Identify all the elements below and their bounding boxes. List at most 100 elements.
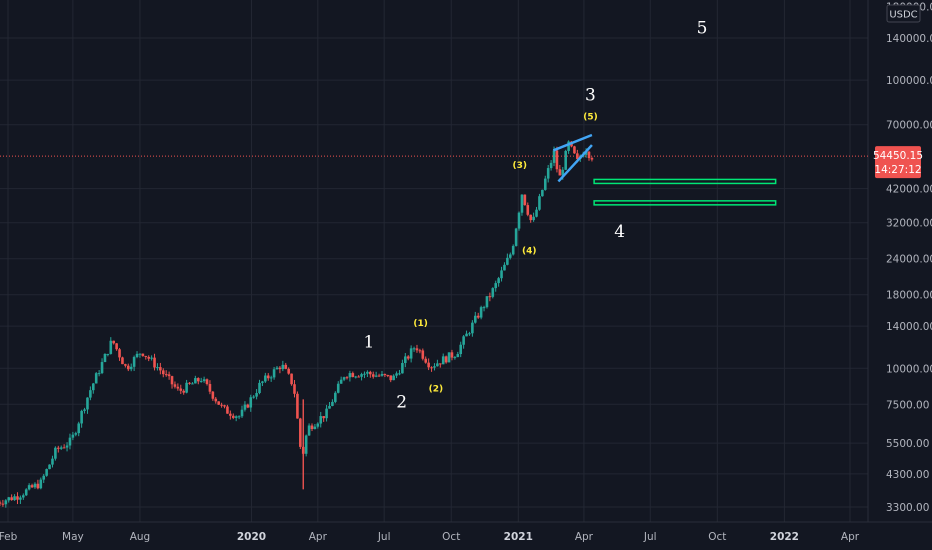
candle-up — [520, 194, 524, 213]
candle-up — [313, 426, 317, 430]
candle-up — [473, 315, 477, 323]
y-tick-label: 3300.00 — [886, 502, 929, 514]
wave-label: 5 — [697, 19, 708, 39]
wave-label: 4 — [614, 222, 625, 242]
candle-down — [389, 375, 393, 381]
candle-up — [264, 375, 267, 382]
candle-up — [237, 416, 241, 418]
candle-down — [418, 350, 422, 352]
candle-up — [89, 390, 92, 398]
candle-up — [535, 209, 538, 217]
x-tick-label: Apr — [309, 531, 328, 543]
y-tick-label: 7500.00 — [886, 399, 929, 411]
candle-up — [366, 371, 369, 374]
candle-up — [441, 356, 445, 365]
candle-up — [129, 366, 133, 370]
candle-up — [456, 354, 460, 358]
candle-up — [243, 404, 247, 410]
candle-down — [231, 415, 235, 418]
candle-down — [590, 158, 594, 160]
y-tick-label: 100000.00 — [886, 75, 932, 87]
candle-down — [223, 405, 226, 407]
candle-up — [109, 340, 113, 354]
candle-up — [319, 416, 323, 424]
candle-up — [453, 357, 457, 359]
price-axis[interactable]: 180000.00140000.00100000.0070000.0042000… — [873, 2, 932, 514]
candle-up — [401, 363, 404, 374]
candle-up — [150, 357, 153, 359]
x-tick-label: 2021 — [504, 531, 533, 543]
y-tick-label: 32000.00 — [886, 218, 932, 230]
candle-up — [549, 162, 553, 169]
candle-down — [529, 214, 532, 221]
candle-down — [10, 497, 13, 501]
candle-down — [62, 447, 66, 449]
candle-up — [202, 379, 206, 382]
wave-label: (4) — [522, 247, 537, 257]
candle-down — [290, 373, 293, 385]
candle-down — [278, 367, 282, 370]
candle-up — [24, 489, 28, 496]
candle-up — [395, 373, 398, 376]
candle-up — [103, 353, 107, 363]
candle-up — [19, 497, 22, 500]
candle-up — [471, 322, 474, 334]
x-tick-label: Oct — [708, 531, 726, 543]
candle-up — [261, 381, 264, 383]
x-tick-label: 2020 — [237, 531, 266, 543]
target-zone — [593, 178, 777, 185]
candle-down — [415, 348, 419, 351]
candle-up — [479, 307, 483, 318]
candle-up — [334, 392, 337, 402]
candle-up — [380, 373, 384, 376]
y-tick-label: 24000.00 — [886, 254, 932, 266]
candle-down — [179, 388, 183, 391]
candle-down — [211, 391, 215, 399]
candle-down — [427, 362, 430, 368]
currency-badge: USDC — [886, 4, 921, 23]
candle-down — [284, 364, 288, 369]
candle-down — [576, 153, 579, 159]
x-tick-label: 2022 — [770, 531, 799, 543]
candle-down — [526, 205, 530, 215]
candle-down — [1, 503, 5, 505]
candle-up — [561, 169, 565, 176]
y-tick-label: 5500.00 — [886, 438, 929, 450]
candle-down — [159, 367, 162, 371]
candle-down — [214, 398, 218, 402]
candle-up — [500, 270, 503, 279]
candle-down — [144, 355, 148, 357]
candle-up — [191, 383, 194, 385]
candle-up — [404, 356, 407, 364]
candle-up — [392, 375, 395, 381]
candle-up — [51, 458, 54, 465]
last-price-value: 54450.15 — [873, 150, 923, 162]
y-tick-label: 140000.00 — [886, 33, 932, 45]
candle-down — [383, 373, 387, 376]
candle-up — [436, 363, 439, 367]
candle-down — [266, 375, 270, 379]
y-tick-label: 42000.00 — [886, 184, 932, 196]
x-tick-label: May — [62, 531, 84, 543]
candle-up — [135, 353, 139, 358]
candle-up — [13, 496, 16, 501]
wave-label: 3 — [585, 85, 596, 105]
candle-up — [532, 216, 535, 221]
candle-up — [465, 333, 468, 337]
candle-up — [511, 245, 515, 255]
candle-up — [240, 409, 244, 417]
candle-up — [4, 500, 8, 505]
y-tick-label: 14000.00 — [886, 321, 932, 333]
candle-down — [196, 378, 200, 382]
wave-label: (3) — [513, 161, 528, 171]
candle-up — [514, 228, 518, 246]
time-axis[interactable]: Feb May Aug 2020 Apr Jul Oct 2021 Apr Jul Oct 2022 A… — [0, 531, 860, 543]
candle-down — [16, 496, 19, 500]
candle-down — [167, 374, 171, 377]
currency-badge-box — [886, 4, 921, 23]
candle-up — [138, 353, 142, 355]
candle-up — [45, 469, 48, 476]
candle-down — [153, 357, 156, 368]
